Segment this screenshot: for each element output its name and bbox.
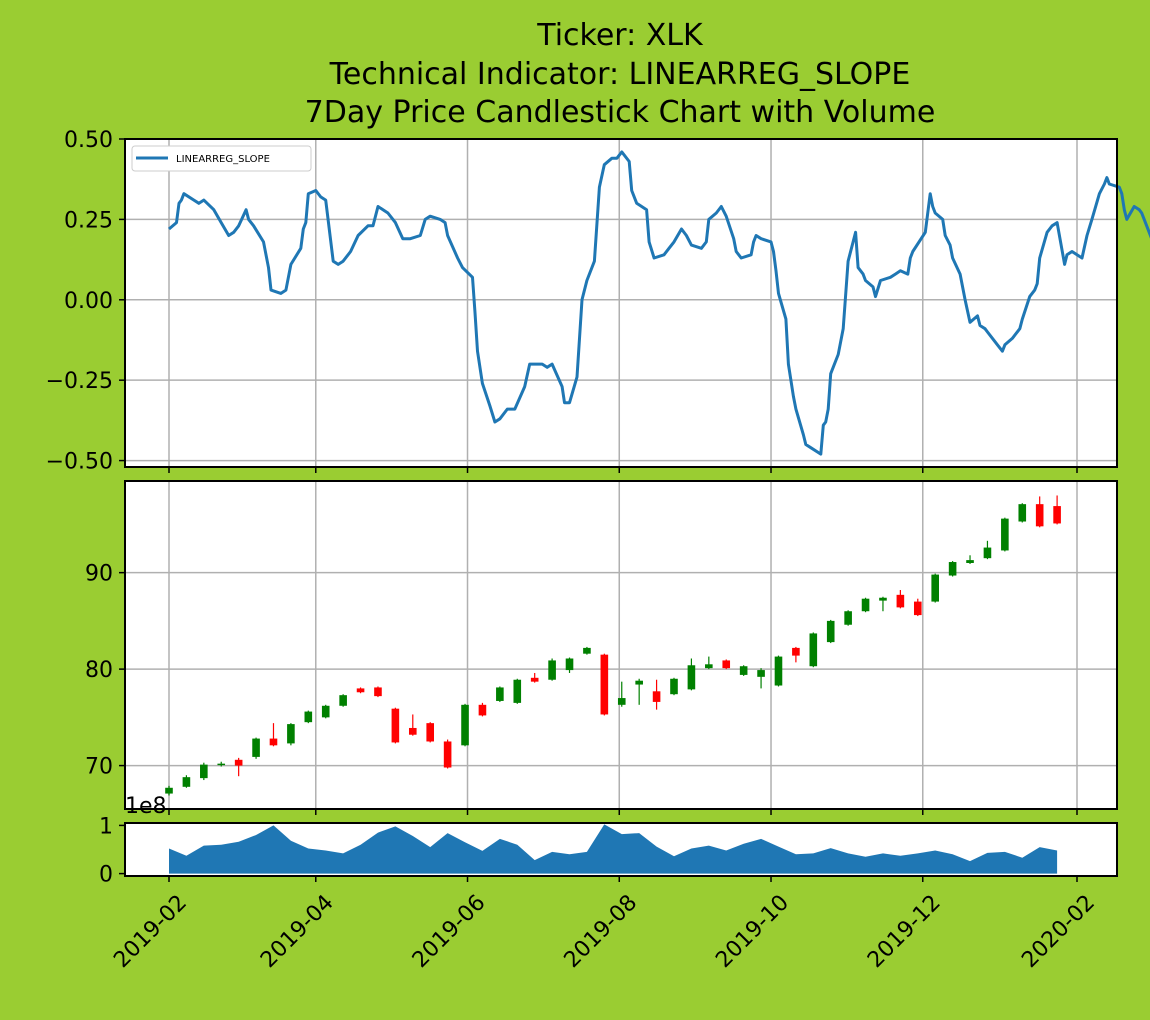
- x-tick-label: 2020-02: [1017, 890, 1100, 973]
- candle-body: [321, 705, 330, 718]
- candle-body: [1053, 506, 1061, 524]
- candle-body: [530, 677, 539, 682]
- candle-body: [687, 665, 696, 690]
- candle-body: [635, 680, 643, 685]
- candle-body: [652, 691, 661, 702]
- indicator-grid: [125, 138, 1117, 467]
- price-y-ticks: 90 80 70: [85, 562, 125, 780]
- candle-body: [217, 763, 226, 766]
- candle-body: [722, 660, 731, 669]
- indicator-plot-area: [125, 139, 1117, 467]
- price-grid: [125, 481, 1117, 809]
- candle-body: [739, 666, 748, 675]
- candle-body: [408, 727, 417, 735]
- y-tick-label: −0.50: [46, 450, 113, 475]
- volume-frame: [124, 822, 1118, 877]
- candle-body: [478, 704, 487, 716]
- title-line-3: 7Day Price Candlestick Chart with Volume: [305, 95, 936, 130]
- x-tick-label: 2019-04: [256, 890, 339, 973]
- y-tick-label: 0.25: [64, 208, 113, 233]
- candle-body: [844, 611, 852, 625]
- candle-body: [879, 597, 887, 601]
- candle-body: [600, 654, 609, 715]
- legend-label: LINEARREG_SLOPE: [176, 154, 270, 165]
- y-tick-label: 0: [99, 863, 113, 888]
- title-line-1: Ticker: XLK: [536, 18, 704, 53]
- candle-body: [705, 664, 713, 669]
- linearreg-slope-line: [168, 150, 1150, 456]
- legend: LINEARREG_SLOPE: [131, 145, 312, 172]
- volume-y-ticks: 10: [99, 814, 125, 888]
- candle-body: [931, 574, 940, 602]
- y-tick-label: 70: [85, 755, 113, 780]
- candle-body: [826, 620, 835, 643]
- candle-body: [304, 711, 313, 723]
- indicator-frame: [124, 138, 1118, 468]
- candle-body: [1001, 518, 1009, 551]
- candle-body: [617, 698, 626, 705]
- candle-body: [339, 695, 347, 706]
- candle-body: [252, 738, 260, 757]
- candle-body: [165, 787, 173, 794]
- candles: [165, 495, 1061, 796]
- y-tick-label: 1: [99, 814, 113, 839]
- title-line-2: Technical Indicator: LINEARREG_SLOPE: [329, 57, 911, 92]
- candle-body: [443, 741, 452, 768]
- candle-body: [670, 678, 678, 695]
- candle-body: [1018, 504, 1027, 522]
- candle-body: [565, 658, 574, 671]
- y-tick-label: 0.50: [64, 128, 113, 153]
- candle-body: [234, 759, 243, 766]
- candle-body: [792, 647, 800, 656]
- x-tick-label: 2019-06: [408, 890, 491, 973]
- candle-body: [426, 723, 435, 742]
- candle-body: [287, 724, 295, 744]
- candle-body: [200, 764, 208, 779]
- candle-frame: [124, 480, 1118, 810]
- indicator-panel: 0.50 0.25 0.00 −0.25 −0.50 LINEARREG_SLOPE: [46, 128, 1150, 475]
- candle-plot-area: [125, 481, 1117, 809]
- candle-body: [356, 688, 365, 693]
- x-tick-label: 2019-02: [109, 890, 192, 973]
- indicator-y-ticks: 0.50 0.25 0.00 −0.25 −0.50: [46, 128, 125, 475]
- candle-body: [966, 560, 974, 563]
- candle-body: [269, 738, 278, 746]
- volume-area: [169, 824, 1058, 874]
- candle-body: [461, 704, 469, 746]
- candle-body: [896, 594, 905, 608]
- candle-body: [513, 679, 522, 703]
- volume-panel: 10 1e8: [99, 794, 1118, 888]
- y-tick-label: 80: [85, 658, 113, 683]
- candle-body: [809, 633, 818, 667]
- candle-body: [548, 660, 556, 680]
- candle-body: [774, 656, 783, 686]
- x-tick-label: 2019-12: [863, 890, 946, 973]
- y-tick-label: 90: [85, 562, 113, 587]
- candle-body: [583, 647, 591, 654]
- y-tick-label: 0.00: [64, 289, 113, 314]
- volume-offset-label: 1e8: [125, 794, 167, 819]
- legend-box: [131, 145, 312, 172]
- candle-body: [182, 777, 191, 787]
- candle-body: [913, 601, 922, 616]
- candle-body: [757, 670, 765, 677]
- candle-body: [391, 708, 400, 743]
- chart-title: Ticker: XLK Technical Indicator: LINEARR…: [305, 18, 936, 130]
- x-tick-label: 2019-10: [711, 890, 794, 973]
- candle-body: [948, 562, 957, 576]
- candle-body: [1035, 504, 1044, 527]
- candle-body: [374, 687, 382, 697]
- candlestick-panel: 90 80 70: [85, 480, 1118, 810]
- candle-body: [861, 598, 870, 612]
- candle-body: [983, 547, 992, 559]
- candle-body: [496, 687, 504, 701]
- y-tick-label: −0.25: [46, 369, 113, 394]
- x-tick-label: 2019-08: [560, 890, 643, 973]
